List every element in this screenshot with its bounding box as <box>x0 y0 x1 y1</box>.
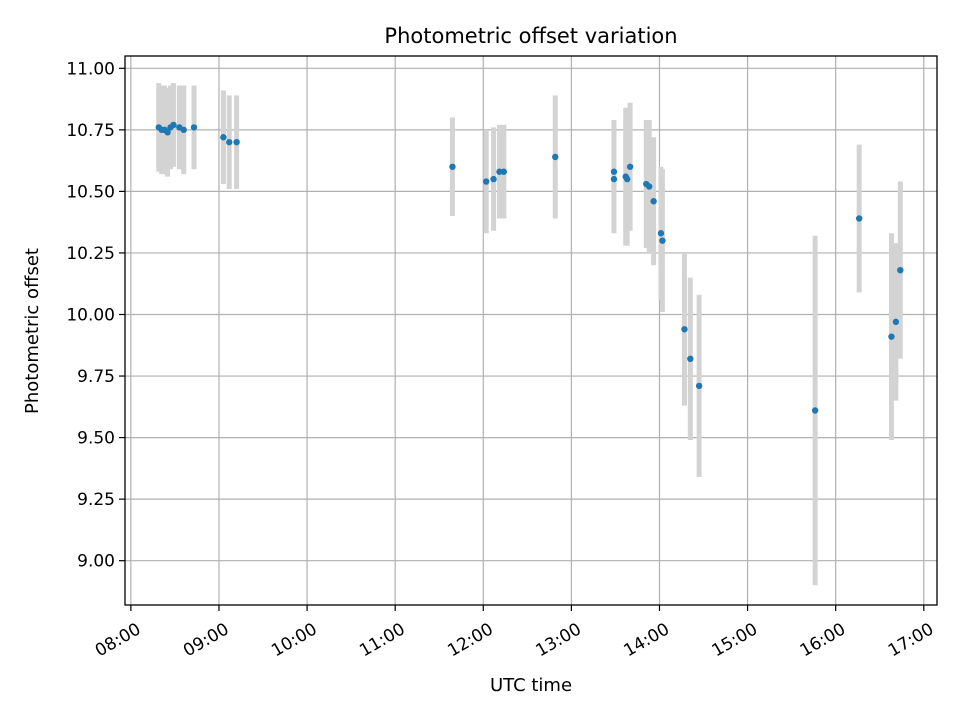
data-point <box>496 168 503 175</box>
y-tick-label: 10.50 <box>66 182 115 202</box>
x-axis-title: UTC time <box>490 675 572 696</box>
data-point <box>897 266 904 274</box>
y-tick-label: 9.25 <box>77 490 115 510</box>
data-point <box>490 175 497 183</box>
data-points <box>155 121 904 414</box>
y-tick-label: 11.00 <box>66 59 115 79</box>
y-tick-label: 10.00 <box>66 305 115 325</box>
data-point <box>180 126 187 134</box>
y-tick-label: 10.75 <box>66 121 115 141</box>
plot-frame <box>124 55 938 606</box>
data-point <box>650 198 657 205</box>
data-point <box>623 175 631 183</box>
data-point <box>226 138 233 146</box>
y-tick-label: 10.25 <box>66 244 115 264</box>
data-point <box>483 178 490 185</box>
y-axis: 9.00 9.25 9.50 9.75 10.00 10.25 10.50 10.75 11.0… <box>66 59 125 572</box>
data-point <box>657 230 665 237</box>
y-tick-label: 9.75 <box>77 367 115 387</box>
data-point <box>500 168 508 175</box>
data-point <box>164 129 171 136</box>
data-point <box>681 326 688 333</box>
data-point <box>892 318 900 326</box>
data-point <box>811 407 819 414</box>
data-point <box>233 138 240 146</box>
data-point <box>659 237 666 244</box>
data-point <box>170 121 177 129</box>
data-point <box>855 215 863 222</box>
data-point <box>610 175 618 183</box>
y-tick-label: 9.00 <box>77 552 115 572</box>
data-point <box>220 134 227 141</box>
data-point <box>695 382 703 390</box>
data-point <box>449 163 456 170</box>
data-point <box>888 333 895 340</box>
data-point <box>610 168 618 175</box>
y-axis-title: Photometric offset <box>22 248 43 414</box>
data-point <box>190 124 198 131</box>
chart-title: Photometric offset variation <box>384 24 677 48</box>
data-point <box>646 183 653 190</box>
grid <box>125 56 937 605</box>
data-point <box>626 163 634 170</box>
data-point <box>687 355 694 363</box>
data-point <box>552 153 559 161</box>
y-tick-label: 9.50 <box>77 429 115 449</box>
